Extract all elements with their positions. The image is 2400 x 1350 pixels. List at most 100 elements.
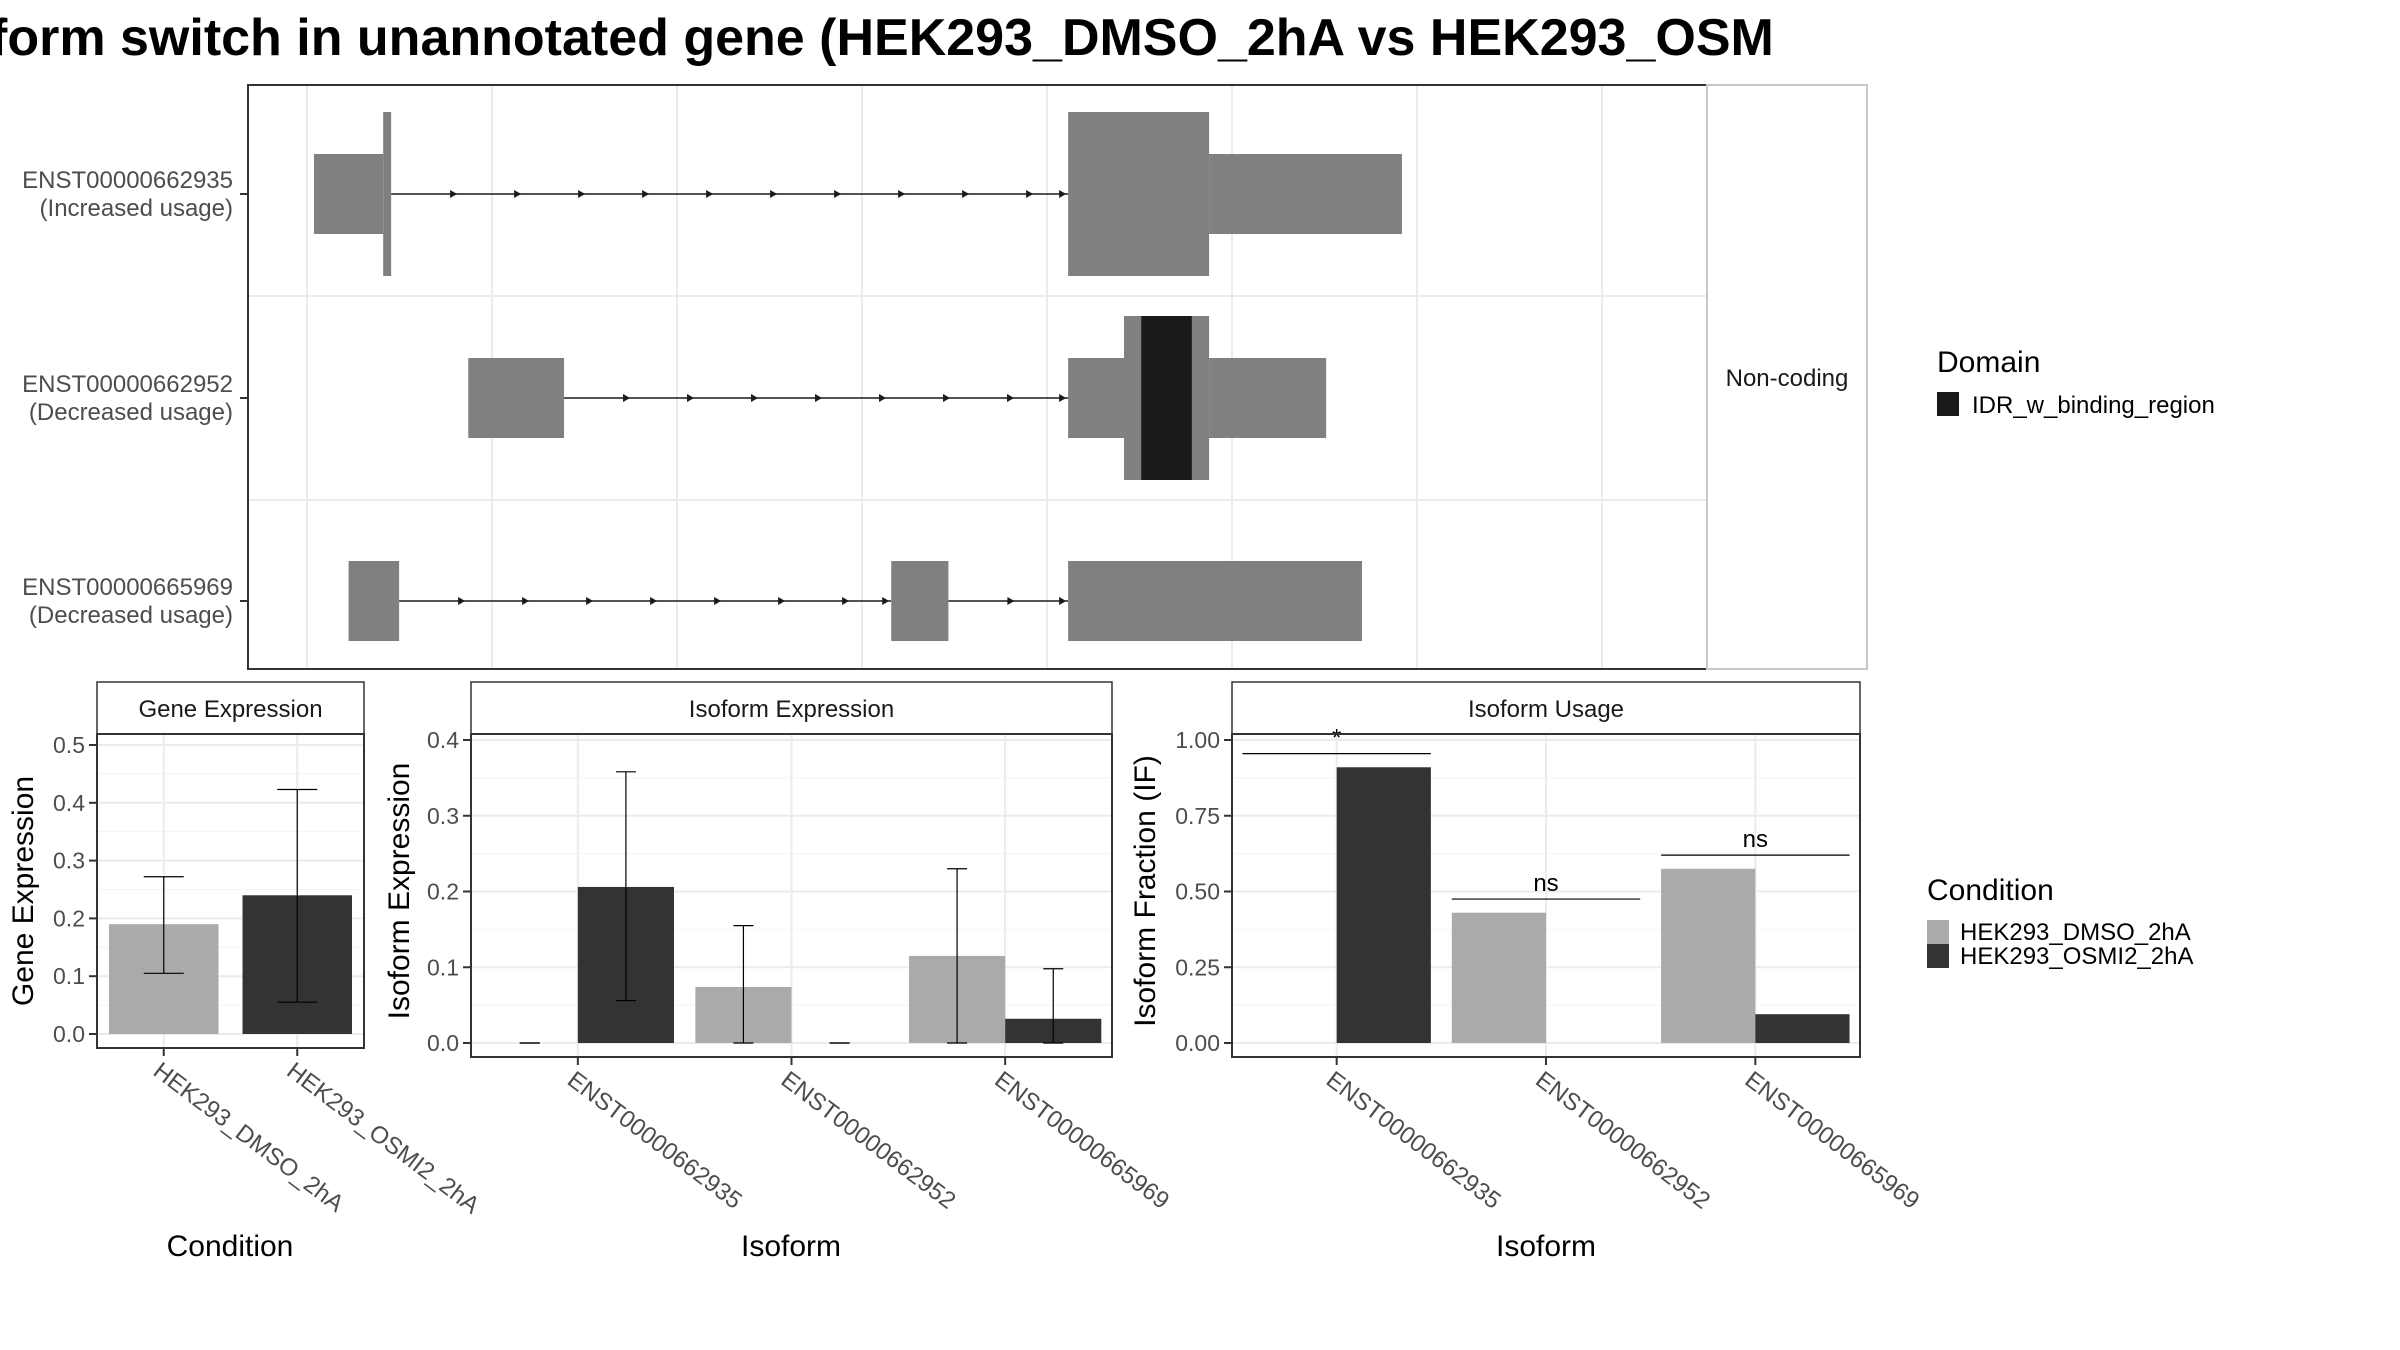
exon-block	[1068, 561, 1363, 641]
intron-arrow	[778, 597, 786, 605]
gene-expression-y-axis-title: Gene Expression	[7, 776, 40, 1006]
isoform-expression-ytick-label: 0.0	[427, 1030, 459, 1056]
isoform-id-label: ENST00000665969	[22, 574, 233, 601]
isoform-expression-xtick-label: ENST00000662935	[562, 1066, 747, 1214]
exon-block	[1068, 358, 1124, 438]
intron-arrow	[1026, 190, 1034, 198]
isoform-usage-significance-label: ns	[1743, 826, 1768, 853]
intron-arrow	[1059, 190, 1067, 198]
isoform-expression-ytick-label: 0.1	[427, 954, 459, 980]
isoform-expression-y-axis-title: Isoform Expression	[383, 763, 416, 1020]
exon-block	[468, 358, 565, 438]
isoform-usage-bar	[1755, 1014, 1850, 1043]
isoform-usage-ytick-label: 0.50	[1175, 879, 1220, 905]
isoform-usage-strip-title: Isoform Usage	[1468, 696, 1624, 723]
condition-legend: Condition HEK293_DMSO_2hA HEK293_OSMI2_2…	[1927, 874, 2193, 970]
isoform-expression-xtick-label: ENST00000662952	[776, 1066, 961, 1214]
isoform-usage-xtick-label: ENST00000665969	[1740, 1066, 1925, 1214]
domain-block	[1141, 316, 1192, 480]
gene-expression-ytick-label: 0.4	[53, 790, 85, 816]
structure-strip-label: Non-coding	[1726, 365, 1849, 392]
intron-arrow	[522, 597, 530, 605]
intron-arrow	[943, 394, 951, 402]
gene-expression-strip	[96, 681, 365, 735]
isoform-usage-ytick-label: 1.00	[1175, 727, 1220, 753]
isoform-expression-strip	[470, 681, 1113, 735]
intron-arrow	[1007, 597, 1015, 605]
intron-arrow	[586, 597, 594, 605]
exon-block	[314, 154, 384, 234]
isoform-usage-ytick-label: 0.25	[1175, 954, 1220, 980]
isoform-usage-label: (Decreased usage)	[29, 399, 233, 426]
isoform-id-label: ENST00000662952	[22, 371, 233, 398]
structure-strip	[1706, 84, 1868, 670]
isoform-usage-bar	[1451, 912, 1546, 1043]
gene-expression-x-axis-title: Condition	[167, 1230, 294, 1263]
gene-expression-ytick-label: 0.3	[53, 848, 85, 874]
intron-arrow	[687, 394, 695, 402]
domain-legend: Domain IDR_w_binding_region	[1937, 346, 2215, 419]
intron-arrow	[962, 190, 970, 198]
isoform-usage-significance-label: *	[1332, 725, 1341, 752]
intron-arrow	[842, 597, 850, 605]
exon-block	[1209, 358, 1327, 438]
condition-legend-key-dmso	[1927, 920, 1949, 944]
intron-arrow	[751, 394, 759, 402]
gene-expression-strip-title: Gene Expression	[138, 696, 322, 723]
isoform-expression-xtick-label: ENST00000665969	[990, 1066, 1175, 1214]
intron-arrow	[650, 597, 658, 605]
isoform-expression-ytick-label: 0.4	[427, 727, 459, 753]
isoform-usage-strip	[1231, 681, 1861, 735]
gene-expression-ytick-label: 0.1	[53, 963, 85, 989]
gene-expression-plot-frame	[96, 733, 365, 1049]
isoform-usage-x-axis-title: Isoform	[1496, 1230, 1596, 1263]
isoform-expression-panel: Isoform Expression 0.0 0.1 0.2 0.3 0.4 ENST000…	[383, 681, 1175, 1263]
intron-arrow	[706, 190, 714, 198]
isoform-usage-label: (Increased usage)	[40, 195, 233, 222]
intron-arrow	[514, 190, 522, 198]
isoform-usage-bar	[1661, 868, 1756, 1043]
isoform-usage-xtick-label: ENST00000662935	[1321, 1066, 1506, 1214]
figure-title: form switch in unannotated gene (HEK293_…	[0, 9, 1774, 67]
intron-arrow	[578, 190, 586, 198]
isoform-expression-x-axis-title: Isoform	[741, 1230, 841, 1263]
exon-block	[1209, 154, 1402, 234]
intron-arrow	[879, 394, 887, 402]
isoform-expression-ytick-label: 0.3	[427, 803, 459, 829]
exon-block	[348, 561, 400, 641]
intron-arrow	[815, 394, 823, 402]
isoform-usage-y-axis-title: Isoform Fraction (IF)	[1129, 755, 1162, 1027]
domain-legend-key	[1937, 392, 1959, 416]
isoform-structure-panel: Non-coding ENST00000662935(Increased usag…	[22, 84, 1868, 670]
intron-arrow	[458, 597, 466, 605]
isoform-usage-label: (Decreased usage)	[29, 602, 233, 629]
intron-arrow	[834, 190, 842, 198]
condition-legend-key-osmi	[1927, 944, 1949, 968]
isoform-id-label: ENST00000662935	[22, 167, 233, 194]
isoform-usage-panel: Isoform Usage 0.00 0.25 0.50 0.75 1.00 * ns ns EN…	[1129, 681, 1925, 1263]
condition-legend-title: Condition	[1927, 874, 2054, 907]
isoform-expression-ytick-label: 0.2	[427, 879, 459, 905]
intron-arrow	[642, 190, 650, 198]
exon-block	[891, 561, 949, 641]
intron-arrow	[450, 190, 458, 198]
structure-plot-frame	[247, 84, 1708, 670]
gene-expression-ytick-label: 0.0	[53, 1021, 85, 1047]
condition-legend-label-dmso: HEK293_DMSO_2hA	[1960, 919, 2191, 946]
intron-arrow	[898, 190, 906, 198]
isoform-usage-xtick-label: ENST00000662952	[1530, 1066, 1715, 1214]
intron-arrow	[1059, 597, 1067, 605]
isoform-usage-significance-label: ns	[1533, 870, 1558, 897]
intron-arrow	[714, 597, 722, 605]
isoform-usage-ytick-label: 0.75	[1175, 803, 1220, 829]
gene-expression-ytick-label: 0.5	[53, 732, 85, 758]
isoform-usage-bar	[1336, 767, 1431, 1043]
condition-legend-label-osmi: HEK293_OSMI2_2hA	[1960, 943, 2193, 970]
domain-legend-title: Domain	[1937, 346, 2040, 379]
intron-arrow	[1007, 394, 1015, 402]
isoform-expression-strip-title: Isoform Expression	[689, 696, 894, 723]
isoform-usage-ytick-label: 0.00	[1175, 1030, 1220, 1056]
domain-legend-label: IDR_w_binding_region	[1972, 392, 2215, 419]
intron-arrow	[623, 394, 631, 402]
